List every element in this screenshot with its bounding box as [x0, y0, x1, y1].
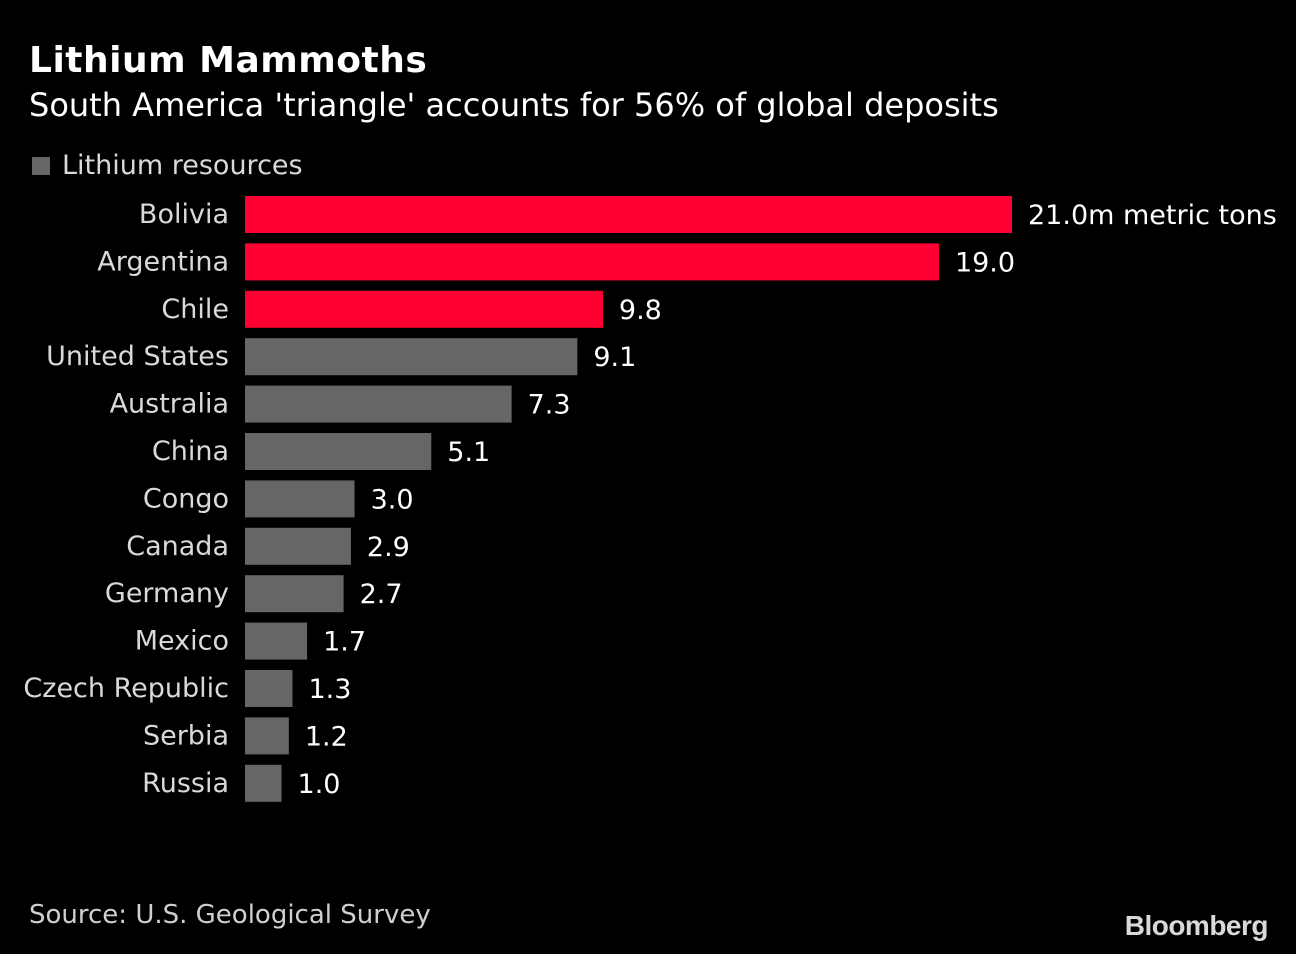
bar-serbia: [245, 717, 289, 755]
category-label-chile: Chile: [161, 294, 229, 325]
bloomberg-logo: Bloomberg: [1124, 910, 1269, 941]
bar-bolivia: [245, 196, 1012, 233]
bar-argentina: [245, 243, 939, 281]
bar-canada: [245, 527, 351, 565]
category-label-bolivia: Bolivia: [139, 199, 229, 230]
value-label-canada: 2.9: [367, 532, 410, 563]
value-label-congo: 3.0: [371, 484, 414, 515]
legend-label: Lithium resources: [62, 150, 303, 181]
bar-russia: [245, 764, 282, 802]
bar-mexico: [245, 622, 308, 660]
bar-czech-republic: [245, 670, 293, 707]
category-label-canada: Canada: [126, 531, 229, 562]
value-label-mexico: 1.7: [323, 627, 366, 658]
value-label-bolivia: 21.0m metric tons: [1028, 200, 1277, 231]
category-label-united-states: United States: [46, 341, 229, 372]
bar-chile: [245, 290, 603, 328]
legend: Lithium resources: [32, 150, 303, 181]
value-label-united-states: 9.1: [593, 342, 636, 373]
value-label-germany: 2.7: [360, 579, 403, 610]
bar-australia: [245, 385, 512, 423]
category-label-argentina: Argentina: [97, 246, 229, 277]
category-label-serbia: Serbia: [143, 720, 229, 751]
category-label-czech-republic: Czech Republic: [23, 673, 229, 704]
chart-subtitle: South America 'triangle' accounts for 56…: [29, 86, 999, 124]
value-label-australia: 7.3: [528, 390, 571, 421]
category-label-congo: Congo: [143, 483, 229, 514]
value-label-russia: 1.0: [298, 769, 341, 800]
value-label-serbia: 1.2: [305, 721, 348, 752]
bar-china: [245, 433, 432, 470]
category-label-russia: Russia: [142, 768, 229, 799]
source-note: Source: U.S. Geological Survey: [29, 900, 431, 930]
category-label-china: China: [152, 436, 229, 467]
category-label-mexico: Mexico: [135, 626, 229, 657]
bar-germany: [245, 575, 344, 613]
legend-swatch: [32, 156, 50, 175]
category-label-australia: Australia: [110, 389, 229, 420]
value-label-czech-republic: 1.3: [308, 674, 351, 705]
bar-united-states: [245, 338, 578, 376]
category-label-germany: Germany: [105, 578, 229, 609]
chart-title: Lithium Mammoths: [29, 40, 428, 81]
value-label-chile: 9.8: [619, 295, 662, 326]
value-label-china: 5.1: [447, 437, 490, 468]
value-label-argentina: 19.0: [955, 247, 1015, 278]
bar-congo: [245, 480, 355, 518]
